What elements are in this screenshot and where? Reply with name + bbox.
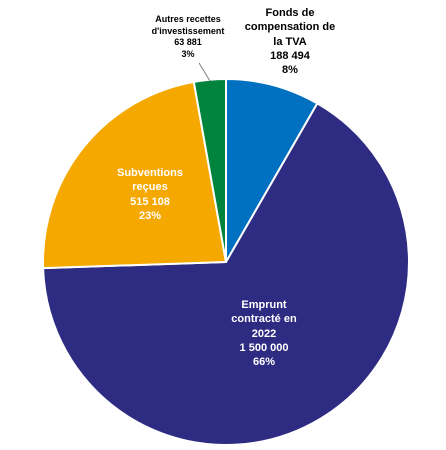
pie-slice-subventions: [42, 80, 227, 270]
label-emprunt-percent: 66%: [252, 356, 276, 369]
leader-line-autres: [198, 62, 211, 82]
label-emprunt: Emprunt contracté en 2022 1 500 000 66%: [209, 298, 319, 369]
label-emprunt-line-1: Emprunt: [241, 299, 287, 311]
label-autres-recettes-line-2: d'investissement: [151, 25, 225, 36]
label-emprunt-line-3: 2022: [251, 327, 277, 340]
label-fonds-tva-percent: 8%: [282, 64, 298, 77]
label-autres-recettes: Autres recettes d'investissement 63 881 …: [138, 14, 238, 61]
label-emprunt-value: 1 500 000: [239, 341, 289, 354]
label-subventions: Subventions reçues 515 108 23%: [100, 166, 200, 223]
label-fonds-tva-value: 188 494: [270, 49, 310, 62]
pie-slice-autres-recettes: [192, 78, 227, 263]
label-subventions-value: 515 108: [130, 195, 170, 208]
label-fonds-tva-line-2: compensation de: [244, 21, 336, 34]
pie-slice-fonds-tva: [225, 78, 319, 263]
label-autres-recettes-line-1: Autres recettes: [155, 14, 221, 24]
label-autres-recettes-value: 63 881: [174, 37, 202, 48]
label-subventions-percent: 23%: [138, 209, 162, 222]
label-emprunt-line-2: contracté en: [231, 313, 297, 326]
label-subventions-line-1: Subventions: [116, 167, 183, 179]
label-fonds-tva-line-3: la TVA: [273, 35, 307, 48]
label-fonds-tva-line-1: Fonds de: [265, 7, 315, 19]
label-fonds-tva: Fonds de compensation de la TVA 188 494 …: [240, 6, 340, 77]
label-subventions-line-2: reçues: [132, 181, 168, 194]
label-autres-recettes-percent: 3%: [181, 49, 195, 60]
pie-slice-emprunt: [42, 102, 410, 446]
